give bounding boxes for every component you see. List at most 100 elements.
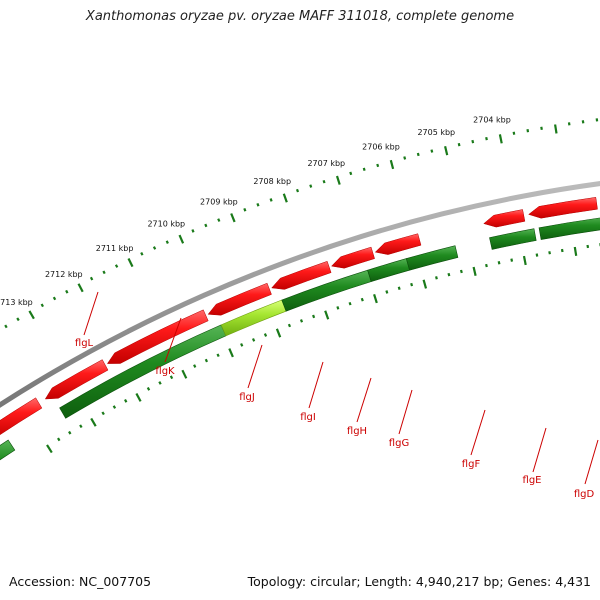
scale-tick <box>140 252 144 256</box>
scale-tick <box>256 202 260 207</box>
kbp-label: 2707 kbp <box>307 159 345 168</box>
inner-scale-tick <box>124 398 128 403</box>
scale-tick <box>165 240 169 244</box>
kbp-label: 2706 kbp <box>362 142 400 151</box>
scale-tick <box>309 184 313 188</box>
scale-tick <box>217 218 221 222</box>
inner-scale-tick <box>181 369 188 379</box>
reverse-gene <box>0 439 16 461</box>
inner-scale-tick <box>312 314 316 319</box>
reverse-gene <box>538 217 600 240</box>
scale-tick <box>295 188 300 193</box>
scale-tick <box>28 310 35 320</box>
topology-text: Topology: circular; Length: 4,940,217 bp… <box>247 574 591 589</box>
scale-tick <box>389 159 395 170</box>
scale-tick <box>152 246 157 250</box>
scale-tick <box>335 175 341 185</box>
kbp-label: 2709 kbp <box>200 197 238 206</box>
gene-label-flgH: flgH <box>347 426 367 437</box>
inner-scale-tick <box>101 411 105 416</box>
gene-leader-line <box>584 439 599 485</box>
inner-scale-tick <box>586 244 590 249</box>
scale-tick <box>127 258 134 268</box>
gene-leader-line <box>470 409 486 456</box>
inner-scale-tick <box>422 279 428 289</box>
inner-scale-tick <box>193 364 197 368</box>
gene-labels: flgL flgK flgJ flgI flgH flgG flgF flgE flgD <box>75 291 599 500</box>
scale-tick <box>52 296 57 301</box>
inner-scale-tick <box>535 253 539 257</box>
inner-scale-tick <box>263 333 268 337</box>
scale-tick <box>16 317 20 322</box>
gene-leader-line <box>356 377 372 423</box>
kbp-label: 2712 kbp <box>45 270 83 279</box>
inner-scale-tick <box>385 290 389 294</box>
gene-label-flgJ: flgJ <box>239 392 255 403</box>
inner-scale-tick <box>240 343 244 347</box>
inner-scale-tick <box>90 417 97 427</box>
scale-tick <box>204 223 208 228</box>
inner-scale-tick <box>522 255 527 266</box>
scale-tick <box>526 129 530 133</box>
kbp-label: 2705 kbp <box>417 128 455 137</box>
gene-leader-line <box>532 427 547 473</box>
inner-scale-tick <box>146 386 151 391</box>
inner-scale-tick <box>472 266 477 277</box>
forward-gene <box>44 359 109 400</box>
forward-gene <box>0 397 43 436</box>
scale-tick <box>282 193 288 203</box>
inner-scale-tick <box>287 323 292 328</box>
accession-text: Accession: NC_007705 <box>9 574 152 589</box>
inner-scale-tick <box>112 405 117 409</box>
scale-tick <box>40 303 44 308</box>
gene-leader-line <box>308 361 324 409</box>
forward-gene <box>483 209 526 228</box>
coordinate-ticks: 2713 kbp 2712 kbp 2711 kbp 2710 kbp 2709 kbp… <box>0 116 600 454</box>
kbp-label: 2711 kbp <box>96 244 134 253</box>
inner-scale-tick <box>57 437 61 442</box>
inner-scale-tick <box>275 328 282 338</box>
inner-scale-tick <box>510 258 514 262</box>
inner-scale-tick <box>216 353 220 358</box>
forward-gene <box>207 282 272 316</box>
scale-tick <box>416 152 420 157</box>
scale-tick <box>376 163 380 168</box>
scale-tick <box>498 134 503 144</box>
gene-leader-line <box>398 389 413 435</box>
scale-tick <box>512 131 516 135</box>
scale-tick <box>349 171 353 176</box>
inner-scale-tick <box>204 358 209 363</box>
scale-tick <box>178 234 185 244</box>
gene-label-flgK: flgK <box>155 366 175 377</box>
scale-tick <box>243 207 247 212</box>
inner-scale-tick <box>410 282 414 287</box>
inner-scale-tick <box>336 306 340 310</box>
gene-label-flgI: flgI <box>300 412 316 423</box>
inner-scale-tick <box>169 375 174 380</box>
inner-scale-tick <box>79 424 83 429</box>
forward-gene <box>331 246 375 269</box>
kbp-label: 2708 kbp <box>253 177 291 186</box>
scale-tick <box>485 136 488 141</box>
scale-tick <box>230 213 236 223</box>
kbp-label: 2704 kbp <box>473 116 511 125</box>
kbp-label: 2710 kbp <box>147 220 185 229</box>
inner-scale-tick <box>373 293 378 304</box>
scale-tick <box>65 289 69 294</box>
inner-scale-tick <box>397 286 401 290</box>
scale-tick <box>444 146 449 156</box>
forward-gene <box>528 197 598 219</box>
reverse-gene <box>367 258 410 282</box>
inner-scale-tick <box>459 269 463 274</box>
gene-leader-line <box>83 291 99 336</box>
inner-scale-tick <box>360 297 364 302</box>
inner-scale-tick <box>324 310 330 320</box>
inner-scale-tick <box>228 348 234 358</box>
scale-tick <box>89 276 94 281</box>
inner-scale-tick <box>46 444 53 454</box>
inner-scale-tick <box>348 301 352 306</box>
inner-scale-tick <box>435 276 438 280</box>
scale-tick <box>540 126 543 130</box>
scale-tick <box>77 283 84 293</box>
